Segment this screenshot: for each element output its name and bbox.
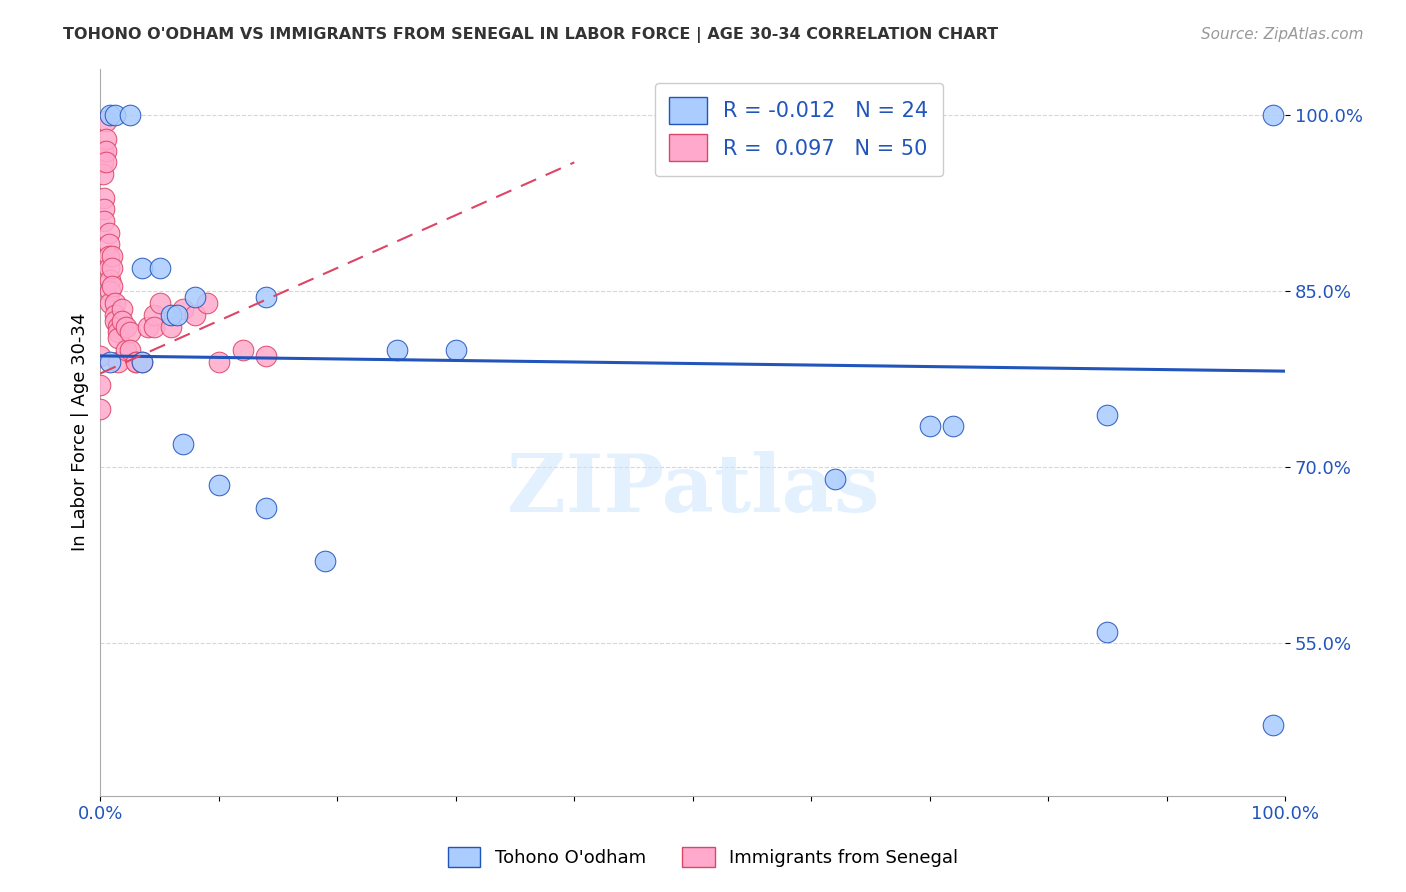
Point <box>118 326 141 340</box>
Point <box>96 114 118 128</box>
Point <box>208 355 231 369</box>
Point <box>111 314 134 328</box>
Point <box>115 343 138 357</box>
Point <box>98 285 121 299</box>
Point <box>131 260 153 275</box>
Point <box>131 355 153 369</box>
Point <box>89 349 111 363</box>
Point <box>208 478 231 492</box>
Point <box>103 108 125 122</box>
Point <box>89 378 111 392</box>
Point <box>98 108 121 122</box>
Point <box>91 155 114 169</box>
Point <box>231 343 253 357</box>
Point <box>314 554 336 568</box>
Point <box>254 501 277 516</box>
Point <box>195 296 218 310</box>
Point <box>1263 108 1285 122</box>
Point <box>91 144 114 158</box>
Point <box>97 249 120 263</box>
Point <box>89 401 111 416</box>
Point <box>103 296 125 310</box>
Point <box>101 260 124 275</box>
Point <box>101 278 124 293</box>
Point <box>166 308 188 322</box>
Point <box>1263 718 1285 732</box>
Point <box>142 308 165 322</box>
Point <box>96 155 118 169</box>
Point <box>942 419 965 434</box>
Point <box>125 355 148 369</box>
Point <box>160 319 183 334</box>
Point <box>149 260 172 275</box>
Point <box>142 319 165 334</box>
Point <box>1097 624 1119 639</box>
Point <box>184 308 207 322</box>
Point <box>107 355 129 369</box>
Point <box>254 290 277 304</box>
Point <box>93 202 115 217</box>
Point <box>111 301 134 316</box>
Point <box>98 296 121 310</box>
Point <box>1097 408 1119 422</box>
Point <box>115 319 138 334</box>
Point <box>254 349 277 363</box>
Point <box>136 319 159 334</box>
Point <box>93 190 115 204</box>
Legend: R = -0.012   N = 24, R =  0.097   N = 50: R = -0.012 N = 24, R = 0.097 N = 50 <box>655 83 943 176</box>
Point <box>184 290 207 304</box>
Legend: Tohono O'odham, Immigrants from Senegal: Tohono O'odham, Immigrants from Senegal <box>440 839 966 874</box>
Point <box>107 331 129 345</box>
Point <box>172 437 194 451</box>
Point <box>149 296 172 310</box>
Point <box>172 301 194 316</box>
Point <box>97 260 120 275</box>
Point <box>824 472 846 486</box>
Text: Source: ZipAtlas.com: Source: ZipAtlas.com <box>1201 27 1364 42</box>
Point <box>103 308 125 322</box>
Text: TOHONO O'ODHAM VS IMMIGRANTS FROM SENEGAL IN LABOR FORCE | AGE 30-34 CORRELATION: TOHONO O'ODHAM VS IMMIGRANTS FROM SENEGA… <box>63 27 998 43</box>
Point <box>160 308 183 322</box>
Point <box>96 144 118 158</box>
Point <box>91 167 114 181</box>
Text: ZIPatlas: ZIPatlas <box>506 451 879 529</box>
Point <box>385 343 408 357</box>
Point <box>98 273 121 287</box>
Point <box>131 355 153 369</box>
Point <box>918 419 941 434</box>
Point <box>125 355 148 369</box>
Point <box>118 343 141 357</box>
Point <box>107 319 129 334</box>
Point <box>101 249 124 263</box>
Point <box>97 226 120 240</box>
Point <box>107 326 129 340</box>
Point <box>118 108 141 122</box>
Point <box>97 237 120 252</box>
Y-axis label: In Labor Force | Age 30-34: In Labor Force | Age 30-34 <box>72 313 89 551</box>
Point <box>96 132 118 146</box>
Point <box>103 314 125 328</box>
Point <box>98 355 121 369</box>
Point <box>93 214 115 228</box>
Point <box>444 343 467 357</box>
